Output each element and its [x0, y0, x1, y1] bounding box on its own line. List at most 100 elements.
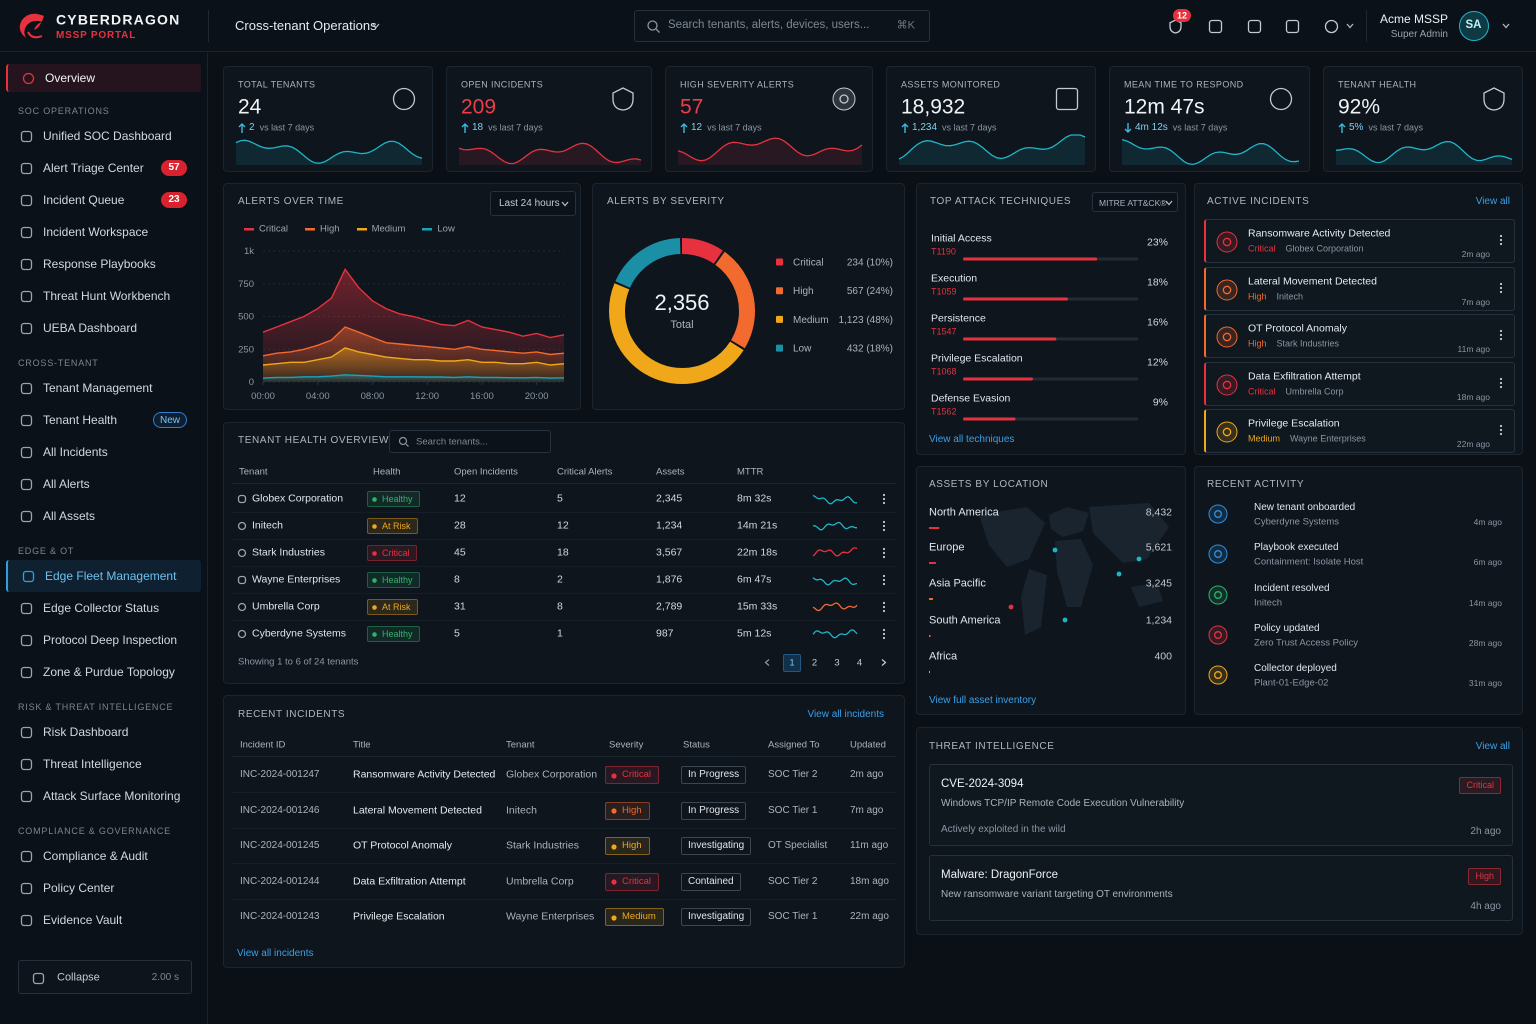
- panel-link[interactable]: View all: [1475, 196, 1510, 207]
- icon[interactable]: [1208, 19, 1223, 34]
- kpi-note: vs last 7 days: [707, 122, 762, 133]
- dot: [882, 547, 886, 551]
- page-button[interactable]: 1: [783, 654, 801, 672]
- nav-item[interactable]: Alert Triage Center 57: [6, 152, 201, 184]
- incident-card[interactable]: Lateral Movement Detected High Initech 7m a…: [1204, 266, 1515, 311]
- nav-item[interactable]: Tenant Management: [6, 372, 201, 404]
- nav-item[interactable]: Policy Center: [6, 872, 201, 904]
- nav-item[interactable]: Evidence Vault: [6, 904, 201, 936]
- cell: 2: [557, 573, 563, 586]
- kpi-card: TOTAL TENANTS 24 2 vs last 7 days: [223, 66, 433, 172]
- icon[interactable]: [1247, 19, 1262, 34]
- severity-badge: Medium: [605, 908, 664, 926]
- nav-label: Unified SOC Dashboard: [43, 128, 172, 143]
- table-footer-link[interactable]: View all incidents: [237, 948, 314, 959]
- nav-item[interactable]: UEBA Dashboard: [6, 312, 201, 344]
- threat-card[interactable]: Malware: DragonForce New ransomware varia…: [929, 855, 1513, 921]
- search-placeholder: Search tenants...: [416, 436, 488, 448]
- icon-shape: [1208, 504, 1228, 524]
- dot: [1499, 377, 1503, 380]
- nav-item[interactable]: Compliance & Audit: [6, 840, 201, 872]
- nav-item[interactable]: Response Playbooks: [6, 248, 201, 280]
- threat-desc: New ransomware variant targeting OT envi…: [941, 889, 1173, 900]
- nav-item[interactable]: All Alerts: [6, 468, 201, 500]
- dot: [1499, 381, 1503, 384]
- nav-item[interactable]: All Incidents: [6, 436, 201, 468]
- panel-link[interactable]: View full asset inventory: [929, 695, 1037, 706]
- nav-item[interactable]: Edge Collector Status: [6, 592, 201, 624]
- dot: [882, 555, 886, 559]
- nav-item[interactable]: Protocol Deep Inspection: [6, 624, 201, 656]
- incident-card[interactable]: Ransomware Activity Detected Critical Glob…: [1204, 219, 1515, 263]
- panel-link[interactable]: View all: [1475, 741, 1510, 752]
- icon: [20, 510, 32, 522]
- avatar[interactable]: SA: [1459, 11, 1489, 41]
- panel-link[interactable]: View all incidents: [807, 709, 884, 720]
- nav-item[interactable]: Risk Dashboard: [6, 716, 201, 748]
- collapse-button[interactable]: Collapse 2.00 s: [18, 960, 192, 994]
- status-dot: [611, 772, 617, 779]
- nav-item[interactable]: Attack Surface Monitoring: [6, 780, 201, 812]
- page-button[interactable]: 3: [828, 654, 846, 672]
- icon[interactable]: [1168, 18, 1183, 34]
- dot: [882, 609, 886, 613]
- icon-shape: [1214, 590, 1222, 599]
- nav-item[interactable]: Overview: [6, 64, 201, 92]
- nav-item[interactable]: Incident Queue 23: [6, 184, 201, 216]
- dot: [372, 523, 377, 529]
- nav-item[interactable]: Tenant Health New: [6, 404, 201, 436]
- chevron: [561, 201, 569, 207]
- arrow-shape: [461, 123, 469, 133]
- cell: 18: [557, 546, 569, 559]
- cell: 8: [557, 600, 563, 613]
- incident-updated: 18m ago: [850, 875, 889, 887]
- nav-item[interactable]: Zone & Purdue Topology: [6, 656, 201, 688]
- search-box[interactable]: Search tenants, alerts, devices, users..…: [634, 10, 930, 42]
- row-rule: [232, 620, 896, 621]
- panel-title: RECENT INCIDENTS: [238, 709, 346, 720]
- nav-item[interactable]: All Assets: [6, 500, 201, 532]
- severity-label: High: [622, 840, 642, 851]
- severity-label: Critical: [622, 875, 652, 887]
- incident-card[interactable]: OT Protocol Anomaly High Stark Industries 1…: [1204, 314, 1515, 358]
- icon-shape: [1214, 510, 1222, 518]
- icon[interactable]: [1324, 19, 1339, 34]
- nav-item[interactable]: Threat Hunt Workbench: [6, 280, 201, 312]
- incident-severity: Critical: [1248, 243, 1276, 254]
- framework-select[interactable]: MITRE ATT&CK®: [1092, 192, 1178, 212]
- nav-item[interactable]: Unified SOC Dashboard: [6, 120, 201, 152]
- nav-item[interactable]: Threat Intelligence: [6, 748, 201, 780]
- nav-item[interactable]: Edge Fleet Management: [6, 560, 201, 592]
- cell: 8: [454, 573, 460, 586]
- status-badge: Contained: [681, 872, 741, 891]
- region-bar: [929, 635, 931, 637]
- panel-link[interactable]: View all techniques: [929, 434, 1015, 445]
- more-menu: [882, 628, 886, 640]
- dot: [882, 551, 886, 555]
- range-select[interactable]: Last 24 hours: [490, 191, 576, 216]
- nav-label: All Assets: [43, 508, 96, 523]
- arrow-shape: [1338, 123, 1346, 133]
- page-button[interactable]: 4: [851, 654, 869, 672]
- context-switcher[interactable]: Cross-tenant Operations: [235, 18, 377, 34]
- area-line: [262, 347, 565, 366]
- threat-card[interactable]: CVE-2024-3094 Windows TCP/IP Remote Code …: [929, 764, 1513, 846]
- icon[interactable]: [1285, 19, 1300, 34]
- nav-label: Response Playbooks: [43, 256, 156, 271]
- cell: 12: [557, 519, 569, 532]
- dot: [1499, 428, 1503, 432]
- sparkline: [235, 139, 423, 164]
- icon-shape: [20, 790, 32, 802]
- nav-item[interactable]: Incident Workspace: [6, 216, 201, 248]
- tenant-search[interactable]: Search tenants...: [389, 430, 551, 453]
- incident-card[interactable]: Privilege Escalation Medium Wayne Enterpri…: [1204, 409, 1515, 453]
- incident-card[interactable]: Data Exfiltration Attempt Critical Umbrell…: [1204, 361, 1515, 406]
- tenant-health-panel: TENANT HEALTH OVERVIEW Search tenants... T…: [223, 422, 905, 684]
- icon-shape: [1208, 19, 1222, 33]
- cell: 5: [454, 627, 460, 640]
- icon-shape: [1483, 87, 1505, 111]
- health-label: Healthy: [382, 494, 413, 504]
- icon: [20, 258, 32, 270]
- technique-bars: [963, 257, 1138, 421]
- page-button[interactable]: 2: [806, 654, 824, 672]
